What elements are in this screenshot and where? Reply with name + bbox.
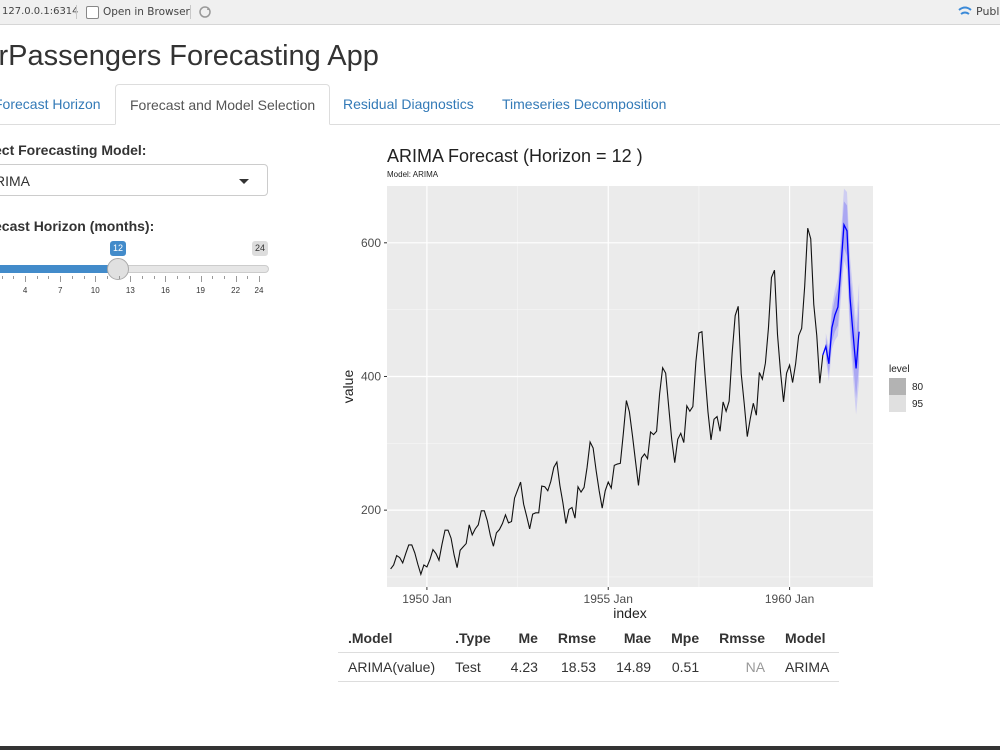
publish-icon xyxy=(958,6,972,15)
slider-max-badge: 24 xyxy=(252,241,269,256)
page-title: irPassengers Forecasting App xyxy=(0,40,379,72)
divider xyxy=(76,5,77,19)
cell-type: Test xyxy=(445,652,501,682)
cell-rmsse: NA xyxy=(709,652,776,682)
slider-tick-label: 7 xyxy=(57,286,63,295)
browser-toolbar: 127.0.0.1:6314 Open in Browser Publi xyxy=(0,0,1000,25)
y-tick-label: 200 xyxy=(361,503,381,517)
slider-tick xyxy=(71,276,73,279)
table-row: ARIMA(value) Test 4.23 18.53 14.89 0.51 … xyxy=(338,652,840,682)
slider-tick xyxy=(153,276,155,279)
slider-tick-label: 24 xyxy=(254,286,264,295)
slider-tick-label: 13 xyxy=(125,286,135,295)
table-header-row: .Model .Type Me Rmse Mae Mpe Rmsse Model xyxy=(338,624,840,653)
slider-tick xyxy=(200,276,202,282)
cell-me: 4.23 xyxy=(500,652,548,682)
plot-panel xyxy=(387,186,873,587)
slider-tick xyxy=(130,276,132,282)
x-tick-label: 1955 Jan xyxy=(584,592,633,606)
col-mpe: Mpe xyxy=(661,624,710,653)
tab-bar: Forecast Horizon Forecast and Model Sele… xyxy=(0,84,1000,125)
cell-mpe: 0.51 xyxy=(661,652,710,682)
slider-tick xyxy=(83,276,85,279)
cell-model: ARIMA xyxy=(775,652,840,682)
y-tick-label: 400 xyxy=(361,369,381,383)
horizon-label: ecast Horizon (months): xyxy=(0,218,155,234)
col-model-id: .Model xyxy=(338,624,446,653)
open-in-browser-button[interactable]: Open in Browser xyxy=(86,4,190,20)
slider-tick-label: 19 xyxy=(196,286,205,295)
slider-tick xyxy=(13,276,15,279)
model-select[interactable]: RIMA xyxy=(0,164,268,196)
y-axis-label: value xyxy=(340,370,356,404)
cell-rmse: 18.53 xyxy=(547,652,607,682)
col-model: Model xyxy=(775,624,840,653)
slider-tick xyxy=(118,276,120,279)
refresh-icon[interactable] xyxy=(198,5,212,19)
slider-tick xyxy=(235,276,237,282)
horizon-slider-fill xyxy=(0,265,118,273)
tab-forecast-horizon[interactable]: Forecast Horizon xyxy=(0,96,101,112)
x-tick-label: 1950 Jan xyxy=(402,592,451,606)
model-select-label: ect Forecasting Model: xyxy=(0,142,147,158)
slider-tick-label: 10 xyxy=(90,286,100,295)
slider-value-badge: 12 xyxy=(110,241,127,256)
chevron-down-icon xyxy=(239,179,249,184)
tab-timeseries-decomposition[interactable]: Timeseries Decomposition xyxy=(502,96,667,112)
url-text: 127.0.0.1:6314 xyxy=(2,6,79,17)
slider-tick xyxy=(36,276,38,279)
cell-model-id: ARIMA(value) xyxy=(338,652,446,682)
bottom-border xyxy=(0,746,1000,750)
slider-tick-label: 16 xyxy=(160,286,170,295)
legend-title: level xyxy=(889,364,910,375)
slider-tick xyxy=(60,276,62,282)
x-axis-label: index xyxy=(613,605,646,620)
cell-mae: 14.89 xyxy=(606,652,662,682)
slider-tick xyxy=(165,276,167,282)
model-select-value: RIMA xyxy=(0,173,30,189)
slider-tick xyxy=(25,276,27,282)
tab-residual-diagnostics[interactable]: Residual Diagnostics xyxy=(343,96,474,112)
chart-subtitle: Model: ARIMA xyxy=(387,170,439,179)
slider-tick xyxy=(259,276,260,282)
horizon-slider-handle[interactable] xyxy=(107,258,129,280)
y-tick-label: 600 xyxy=(361,236,381,250)
legend-label: 80 xyxy=(912,382,924,393)
publish-button[interactable]: Publi xyxy=(958,5,1000,18)
legend-key xyxy=(889,378,906,395)
accuracy-table: .Model .Type Me Rmse Mae Mpe Rmsse Model… xyxy=(338,624,840,682)
chart-title: ARIMA Forecast (Horizon = 12 ) xyxy=(387,146,643,166)
col-type: .Type xyxy=(445,624,501,653)
series-line-history xyxy=(390,227,824,577)
slider-tick xyxy=(106,276,108,279)
slider-tick-label: 4 xyxy=(22,286,28,295)
slider-tick xyxy=(188,276,190,279)
col-rmsse: Rmsse xyxy=(709,624,776,653)
slider-tick-label: 22 xyxy=(231,286,241,295)
open-in-browser-label: Open in Browser xyxy=(103,6,190,18)
legend-key xyxy=(889,395,906,412)
slider-tick xyxy=(212,276,214,279)
legend-label: 95 xyxy=(912,399,924,410)
slider-tick xyxy=(142,276,144,279)
slider-tick xyxy=(48,276,50,279)
divider xyxy=(190,5,191,19)
series-line-forecast xyxy=(822,222,860,369)
slider-tick xyxy=(1,276,3,279)
slider-tick xyxy=(177,276,179,279)
horizon-slider-track[interactable] xyxy=(0,265,269,273)
col-me: Me xyxy=(500,624,548,653)
publish-label: Publi xyxy=(976,5,1000,18)
slider-tick xyxy=(247,276,249,279)
col-rmse: Rmse xyxy=(547,624,607,653)
window-icon xyxy=(86,5,99,19)
forecast-chart: 200 400 600 1950 Jan 1955 Jan 1960 Jan index va… xyxy=(340,186,924,620)
tab-forecast-model-selection[interactable]: Forecast and Model Selection xyxy=(115,84,331,125)
slider-tick xyxy=(95,276,97,282)
x-tick-label: 1960 Jan xyxy=(765,592,814,606)
col-mae: Mae xyxy=(606,624,662,653)
slider-tick xyxy=(223,276,225,279)
